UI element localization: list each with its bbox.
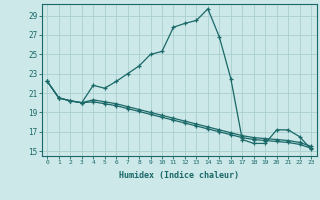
X-axis label: Humidex (Indice chaleur): Humidex (Indice chaleur) <box>119 171 239 180</box>
